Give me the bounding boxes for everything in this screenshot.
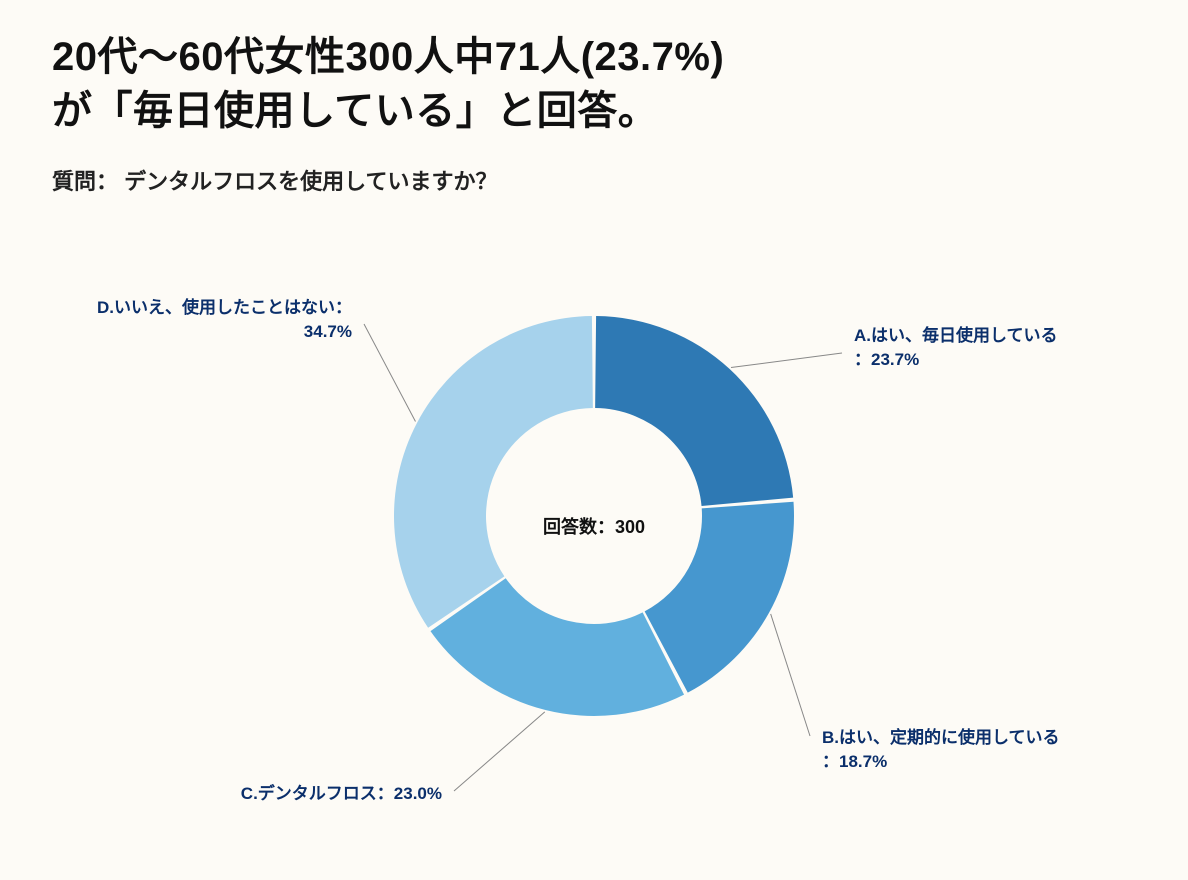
leader-line-B [771,614,810,736]
question-subtitle: 質問： デンタルフロスを使用していますか？ [52,164,1136,196]
slice-label-A: A.はい、毎日使用している ：23.7% [854,324,1058,372]
slice-label-line1: B.はい、定期的に使用している [822,728,1060,747]
leader-line-A [731,353,842,368]
slice-label-line2: ：18.7% [822,750,1060,774]
slice-label-B: B.はい、定期的に使用している ：18.7% [822,726,1060,774]
slice-label-C: C.デンタルフロス：23.0% [241,782,442,806]
donut-slice-A [595,316,793,506]
title-line-1: 20代〜60代女性300人中71人(23.7%) [52,35,724,79]
slice-label-line2: ：23.7% [854,348,1058,372]
slice-label-line1: C.デンタルフロス：23.0% [241,784,442,803]
slice-label-D: D.いいえ、使用したことはない： 34.7% [97,296,352,344]
donut-chart: 回答数：300 A.はい、毎日使用している ：23.7% B.はい、定期的に使用して… [52,206,1136,846]
page-title: 20代〜60代女性300人中71人(23.7%) が「毎日使用している」と回答。 [52,30,1136,138]
leader-line-D [364,324,415,421]
leader-line-C [454,712,545,791]
donut-slice-D [394,316,593,628]
slice-label-line1: D.いいえ、使用したことはない： [97,298,352,317]
slice-label-line2: 34.7% [97,320,352,344]
title-line-2: が「毎日使用している」と回答。 [52,89,658,133]
donut-center-label: 回答数：300 [543,513,645,539]
slice-label-line1: A.はい、毎日使用している [854,326,1058,345]
